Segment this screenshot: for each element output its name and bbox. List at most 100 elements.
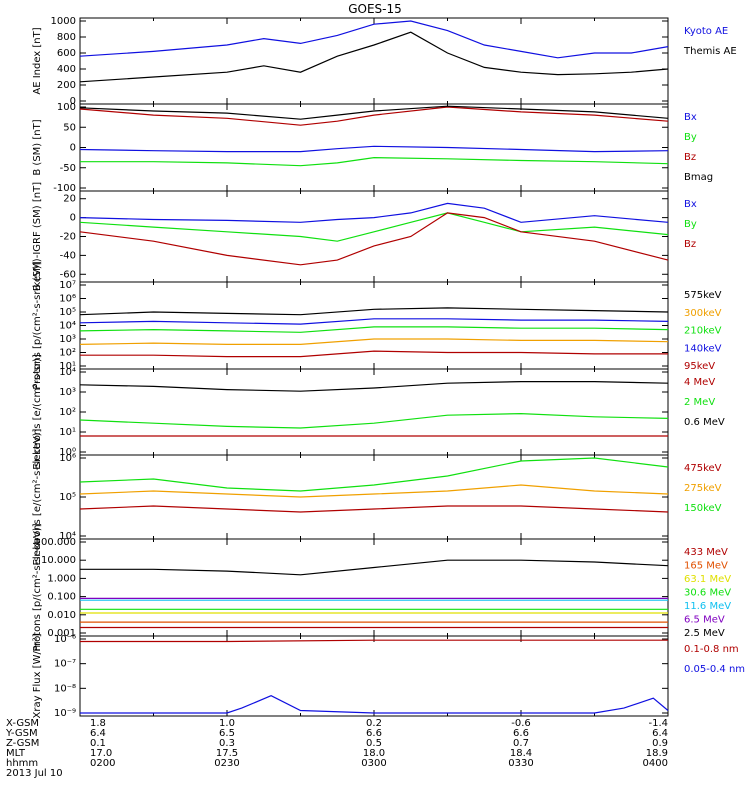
legend-entry: 4 MeV <box>684 377 715 388</box>
footer-value: 17.5 <box>216 748 238 759</box>
legend-entry: 433 MeV <box>684 547 728 558</box>
y-tick-label: 10³ <box>59 387 76 398</box>
footer-value: 0230 <box>214 758 239 769</box>
footer-value: -1.4 <box>648 718 668 729</box>
footer-value: 6.6 <box>366 728 382 739</box>
legend-entry: By <box>684 219 697 230</box>
series-line-4-2 <box>79 338 669 345</box>
footer-value: 6.5 <box>219 728 235 739</box>
series-line-4-1 <box>79 307 669 316</box>
footer-value: 0.2 <box>366 718 382 729</box>
y-tick-label: 10⁻⁸ <box>54 683 76 694</box>
panel-frame <box>79 190 669 283</box>
footer-value: 6.6 <box>513 728 529 739</box>
legend-entry: 95keV <box>684 361 715 372</box>
footer-value: 0.7 <box>513 738 529 749</box>
footer-value: 0200 <box>90 758 115 769</box>
legend-entry: 140keV <box>684 343 722 354</box>
footer-value: 0.1 <box>90 738 106 749</box>
legend-entry: 30.6 MeV <box>684 588 731 599</box>
footer-value: -0.6 <box>511 718 531 729</box>
legend-entry: Kyoto AE <box>684 26 728 37</box>
panel-5: 10⁰ 10¹ 10² 10³ 10⁴ Electrons [e/(cm²-s-sr)] 4… <box>32 354 725 470</box>
series-line-6-1 <box>79 505 669 513</box>
footer-value: 0.5 <box>366 738 382 749</box>
legend-entry: Bx <box>684 112 697 123</box>
panel-frame <box>79 538 669 637</box>
panel-1: 0 200 400 600 800 1000 AE Index [nT] Kyoto AE Th… <box>32 16 737 107</box>
series-line-1-2 <box>79 31 669 83</box>
y-tick-label: 1.000 <box>47 573 76 584</box>
y-tick-label: 10⁻⁷ <box>54 659 76 670</box>
y-tick-label: 10¹ <box>59 361 76 372</box>
series-line-2-3 <box>79 106 669 126</box>
panel-frame <box>79 103 669 192</box>
footer-value: 18.4 <box>510 748 532 759</box>
footer-value: 1.0 <box>219 718 235 729</box>
y-tick-label: 1000 <box>51 16 76 27</box>
footer-value: 0.9 <box>652 738 668 749</box>
footer-label: X-GSM <box>6 718 39 729</box>
footer-value: 0330 <box>508 758 533 769</box>
y-axis-label: Protons [p/(cm²-s-sr-keV)] <box>32 261 43 389</box>
y-tick-label: 100.000 <box>35 537 76 548</box>
series-line-8-2 <box>80 695 669 714</box>
footer-value: 6.4 <box>90 728 106 739</box>
y-axis-label: Xray Flux [W/m²] <box>32 633 43 718</box>
footer-label: Y-GSM <box>5 728 38 739</box>
legend-entry: Bz <box>684 152 696 163</box>
legend-entry: 475keV <box>684 463 722 474</box>
footer-value: 17.0 <box>90 748 112 759</box>
panel-8: 10⁻⁹ 10⁻⁸ 10⁻⁷ 10⁻⁶ Xray Flux [W/m²] 0.1-0.8 … <box>32 633 745 719</box>
y-tick-label: 10⁻⁶ <box>54 634 76 645</box>
y-tick-label: 10³ <box>59 334 76 345</box>
y-tick-label: 20 <box>63 194 76 205</box>
panel-frame <box>79 454 669 540</box>
footer-value: 0.3 <box>219 738 235 749</box>
series-line-8-1 <box>80 639 668 643</box>
legend-entry: Bmag <box>684 172 713 183</box>
y-tick-label: 0.010 <box>47 610 76 621</box>
legend-entry: 0.6 MeV <box>684 417 725 428</box>
y-tick-label: 0.001 <box>47 628 76 639</box>
y-tick-label: 200 <box>57 80 76 91</box>
legend-entry: 63.1 MeV <box>684 574 731 585</box>
series-line-4-5 <box>80 350 668 358</box>
y-tick-label: 10⁴ <box>59 321 76 332</box>
legend-entry: Themis AE <box>683 46 737 57</box>
chart-title: GOES-15 <box>348 2 402 16</box>
series-line-6-2 <box>79 484 669 498</box>
legend-entry: 575keV <box>684 290 722 301</box>
y-axis-label: Protons [p/(cm²-s-sr-keV)] <box>32 523 43 651</box>
series-line-4-4 <box>79 318 669 325</box>
y-tick-label: 10⁴ <box>59 531 76 542</box>
y-tick-label: 600 <box>57 48 76 59</box>
y-tick-label: 50 <box>63 122 76 133</box>
panel-frame <box>79 17 669 105</box>
panel-2: -100 -50 0 50 100 B (SM) [nT] Bx By Bz Bmag <box>32 102 713 194</box>
y-tick-label: 10⁶ <box>59 294 76 305</box>
y-tick-label: 10.000 <box>41 555 76 566</box>
y-tick-label: -20 <box>60 232 76 243</box>
legend-entry: Bz <box>684 239 696 250</box>
y-tick-label: -50 <box>60 163 76 174</box>
footer-label: Z-GSM <box>6 738 39 749</box>
legend-entry: 275keV <box>684 483 722 494</box>
footer-value: 6.4 <box>652 728 668 739</box>
y-tick-label: 0 <box>70 143 76 154</box>
series-line-3-1 <box>79 202 669 223</box>
footer-value: 0400 <box>643 758 668 769</box>
footer-value: 0300 <box>361 758 386 769</box>
series-line-7-7 <box>80 559 669 576</box>
y-axis-label: B (SM) [nT] <box>32 119 43 175</box>
y-tick-label: 10¹ <box>59 427 76 438</box>
y-tick-label: 400 <box>57 64 76 75</box>
series-line-2-2 <box>80 156 669 167</box>
y-axis-label: Electrons [e/(cm²-s-sr)] <box>32 354 43 470</box>
footer-value: 18.9 <box>646 748 668 759</box>
y-tick-label: -60 <box>60 269 76 280</box>
footer-value: 18.0 <box>363 748 385 759</box>
